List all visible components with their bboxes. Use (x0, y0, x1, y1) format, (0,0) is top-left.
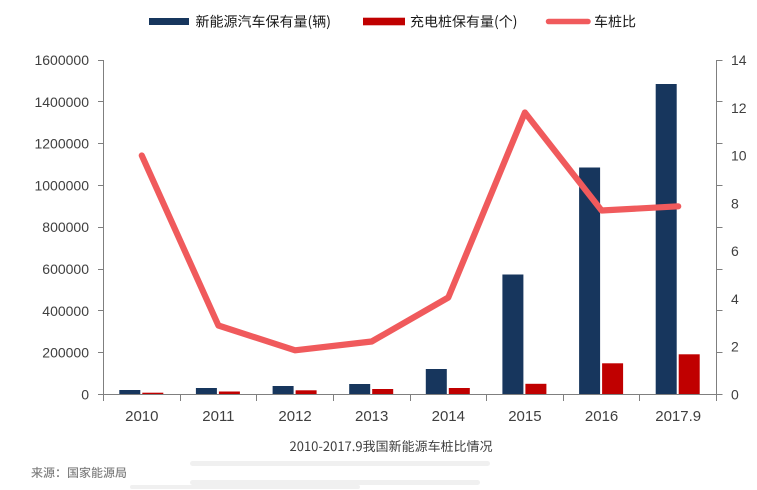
svg-text:2017.9: 2017.9 (655, 408, 701, 425)
svg-text:2010: 2010 (125, 408, 158, 425)
svg-text:2012: 2012 (278, 408, 311, 425)
svg-text:6: 6 (731, 243, 739, 259)
svg-text:4: 4 (731, 291, 739, 307)
svg-text:1200000: 1200000 (34, 136, 89, 152)
svg-text:2016: 2016 (585, 408, 618, 425)
svg-text:200000: 200000 (42, 345, 89, 361)
svg-text:400000: 400000 (42, 303, 89, 319)
svg-text:2011: 2011 (202, 408, 234, 425)
svg-text:0: 0 (731, 387, 739, 403)
svg-text:2015: 2015 (508, 408, 541, 425)
svg-text:1400000: 1400000 (34, 94, 89, 110)
svg-text:2013: 2013 (355, 408, 388, 425)
svg-text:10: 10 (731, 148, 747, 164)
svg-text:0: 0 (81, 387, 89, 403)
svg-text:14: 14 (731, 52, 747, 68)
svg-text:1000000: 1000000 (34, 177, 89, 193)
svg-text:600000: 600000 (42, 261, 89, 277)
svg-text:2: 2 (731, 339, 739, 355)
svg-text:800000: 800000 (42, 219, 89, 235)
svg-text:1600000: 1600000 (34, 52, 89, 68)
svg-text:2014: 2014 (432, 408, 465, 425)
svg-text:12: 12 (731, 100, 747, 116)
svg-text:8: 8 (731, 195, 739, 211)
